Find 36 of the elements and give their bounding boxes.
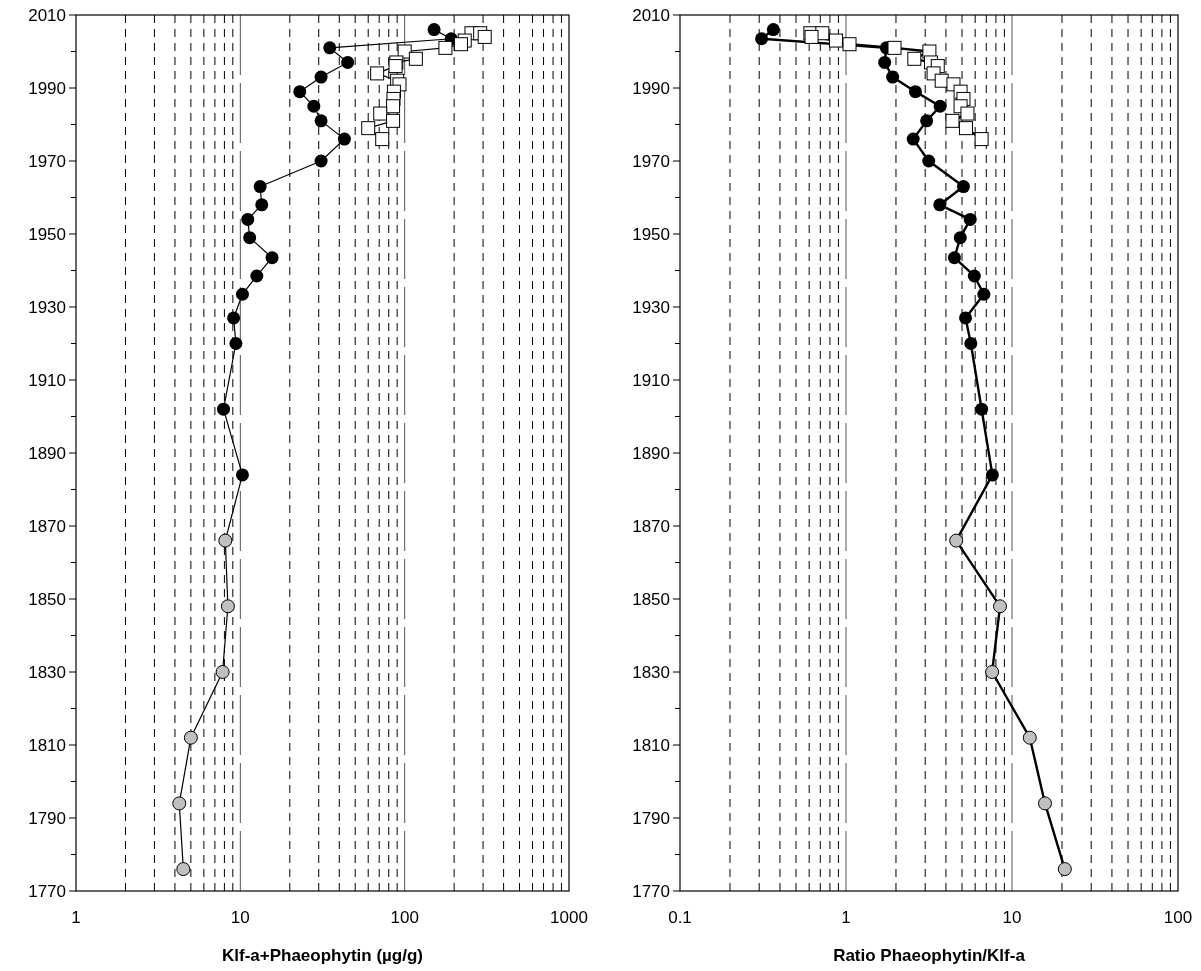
x-axis-title: Ratio Phaeophytin/Klf-a xyxy=(833,946,1026,965)
x-tick-label: 100 xyxy=(390,908,419,927)
y-tick-label: 1830 xyxy=(28,662,66,682)
y-tick-label: 1850 xyxy=(632,589,670,609)
y-tick-label: 1870 xyxy=(632,516,670,536)
y-tick-label: 1850 xyxy=(28,589,66,609)
y-tick-label: 1870 xyxy=(28,516,66,536)
y-tick-label: 1910 xyxy=(28,370,66,390)
y-tick-label: 1770 xyxy=(632,881,670,901)
y-tick-label: 2010 xyxy=(632,5,670,25)
y-tick-label: 1990 xyxy=(632,78,670,98)
x-tick-label: 10 xyxy=(230,908,250,927)
x-tick-label: 1000 xyxy=(550,908,588,927)
y-tick-label: 1810 xyxy=(632,735,670,755)
x-tick-label: 1 xyxy=(71,908,81,927)
y-tick-label: 1970 xyxy=(28,151,66,171)
y-tick-label: 1990 xyxy=(28,78,66,98)
x-tick-label: 10 xyxy=(1002,908,1022,927)
y-tick-label: 1890 xyxy=(28,443,66,463)
x-tick-label: 1 xyxy=(841,908,851,927)
y-tick-label: 1890 xyxy=(632,443,670,463)
y-tick-label: 1770 xyxy=(28,881,66,901)
y-tick-label: 1950 xyxy=(28,224,66,244)
x-axis-title: Klf-a+Phaeophytin (µg/g) xyxy=(221,946,424,965)
y-tick-label: 1910 xyxy=(632,370,670,390)
y-tick-label: 1790 xyxy=(28,808,66,828)
y-tick-label: 1950 xyxy=(632,224,670,244)
x-tick-label: 100 xyxy=(1163,908,1193,927)
y-tick-label: 1970 xyxy=(632,151,670,171)
y-tick-label: 1810 xyxy=(28,735,66,755)
y-tick-label: 1930 xyxy=(28,297,66,317)
y-tick-label: 1930 xyxy=(632,297,670,317)
y-tick-label: 1790 xyxy=(632,808,670,828)
x-tick-label: 0.1 xyxy=(668,908,692,927)
y-tick-label: 2010 xyxy=(28,5,66,25)
y-tick-label: 1830 xyxy=(632,662,670,682)
